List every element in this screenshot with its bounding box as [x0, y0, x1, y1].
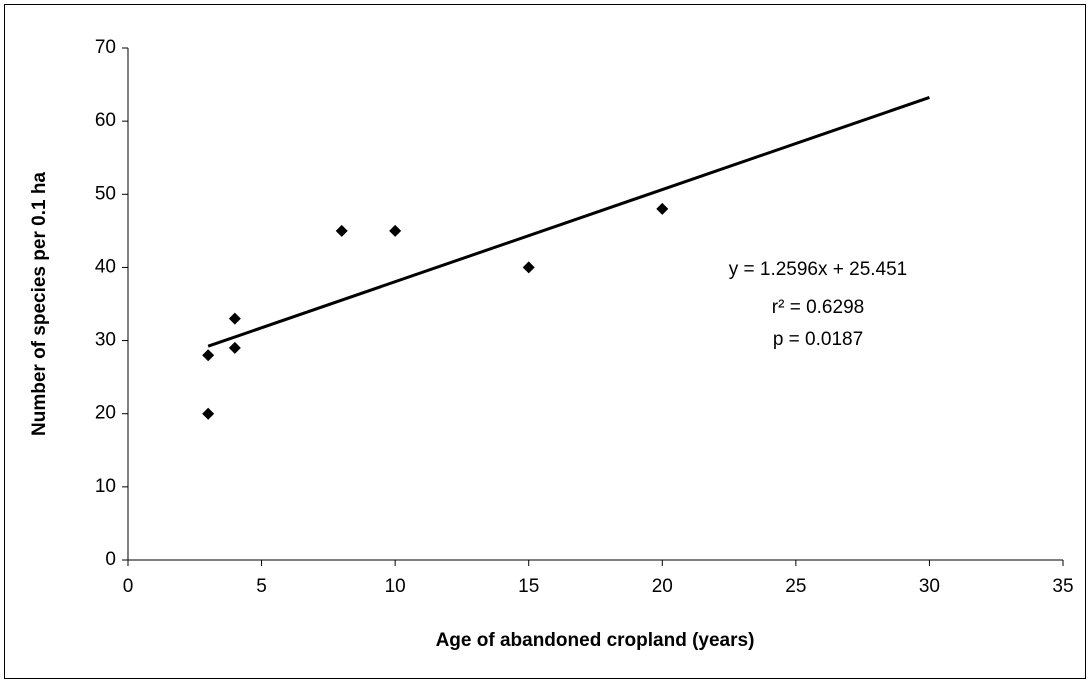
- data-point: [202, 407, 215, 420]
- annotation: p = 0.0187: [773, 329, 863, 350]
- x-tick-label: 5: [256, 576, 267, 597]
- data-point: [228, 312, 241, 325]
- data-point: [228, 341, 241, 354]
- y-tick-label: 70: [95, 37, 116, 58]
- x-tick-label: 0: [123, 576, 134, 597]
- x-axis-title: Age of abandoned cropland (years): [436, 630, 755, 651]
- x-tick-label: 20: [652, 576, 673, 597]
- x-tick-label: 15: [518, 576, 539, 597]
- y-tick-label: 50: [95, 183, 116, 204]
- trendline: [207, 96, 930, 348]
- chart-border: [4, 4, 1086, 679]
- data-point: [202, 349, 215, 362]
- y-tick-label: 60: [95, 110, 116, 131]
- data-point: [335, 224, 348, 237]
- x-tick-label: 10: [385, 576, 406, 597]
- data-point: [656, 202, 669, 215]
- y-tick-label: 40: [95, 256, 116, 277]
- annotation: y = 1.2596x + 25.451: [729, 259, 908, 280]
- y-tick-label: 30: [95, 330, 116, 351]
- x-tick-label: 30: [919, 576, 940, 597]
- data-point: [389, 224, 402, 237]
- x-tick-label: 25: [785, 576, 806, 597]
- data-point: [522, 261, 535, 274]
- y-axis-title: Number of species per 0.1 ha: [29, 172, 50, 436]
- y-tick-label: 0: [105, 549, 116, 570]
- y-tick-label: 10: [95, 476, 116, 497]
- x-tick-label: 35: [1052, 576, 1073, 597]
- annotation: r² = 0.6298: [772, 297, 864, 318]
- y-tick-label: 20: [95, 403, 116, 424]
